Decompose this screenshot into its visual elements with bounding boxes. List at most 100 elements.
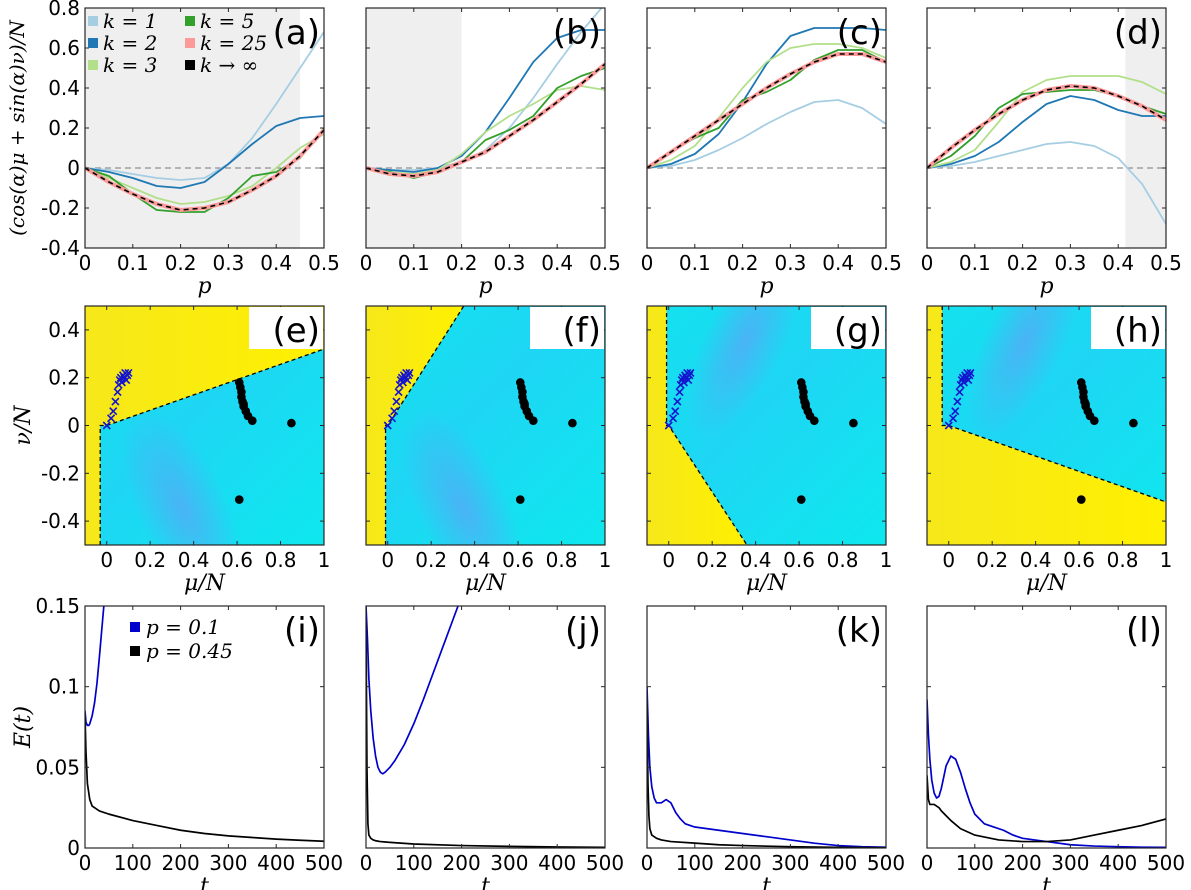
plot-area — [85, 606, 324, 843]
cross-marker — [679, 378, 689, 387]
x-tick-label: 0.6 — [1063, 548, 1095, 572]
y-tick-label: 0.4 — [48, 318, 80, 342]
x-tick-label: 0.4 — [178, 548, 210, 572]
legend-entry: p = 0.45 — [146, 639, 233, 663]
boundary-line — [99, 348, 324, 545]
x-tick-label: 100 — [114, 851, 152, 875]
panel-label-box — [530, 307, 604, 349]
series-line-0 — [927, 699, 1166, 848]
blue-glow — [120, 407, 245, 545]
cross-marker — [685, 371, 694, 380]
shaded-region — [366, 8, 462, 248]
y-tick-label: 0 — [67, 836, 80, 860]
legend-swatch — [88, 60, 98, 70]
x-tick-label: 0.5 — [308, 251, 340, 275]
cross-marker — [951, 407, 960, 416]
yellow-region — [927, 306, 1166, 545]
x-axis-label: μ/N — [746, 571, 788, 596]
cross-marker — [669, 414, 678, 423]
panel-label: (i) — [284, 611, 320, 651]
legend-swatch — [130, 646, 140, 656]
series-line-3 — [647, 49, 886, 169]
dot-marker — [1090, 416, 1099, 426]
cross-marker — [953, 397, 962, 406]
y-tick-label: -0.4 — [41, 236, 80, 260]
panel-label-box — [811, 307, 885, 349]
x-tick-label: 0.8 — [546, 548, 578, 572]
x-tick-label: 0 — [360, 251, 373, 275]
cross-marker — [959, 378, 969, 387]
x-tick-label: 300 — [1051, 851, 1089, 875]
x-axis-label: t — [481, 874, 490, 890]
cross-marker — [673, 397, 682, 406]
panel-label: (f) — [563, 311, 602, 351]
y-tick-label: 0.2 — [48, 366, 80, 390]
x-tick-label: 1 — [599, 548, 612, 572]
y-tick-label: 0 — [67, 156, 80, 180]
y-tick-label: -0.4 — [41, 509, 80, 533]
x-tick-label: 400 — [257, 851, 295, 875]
x-tick-label: 0 — [100, 548, 113, 572]
x-tick-label: 0.4 — [260, 251, 292, 275]
cross-marker — [111, 397, 120, 406]
cross-marker — [966, 368, 975, 377]
yellow-region — [366, 306, 464, 545]
panel-label: (d) — [1114, 13, 1162, 53]
x-tick-label: 200 — [724, 851, 762, 875]
series-line-4 — [647, 52, 886, 170]
y-tick-label: -0.2 — [41, 196, 80, 220]
cross-marker — [671, 407, 680, 416]
x-tick-label: 0.5 — [1150, 251, 1182, 275]
cross-marker — [117, 378, 127, 387]
x-tick-label: 0 — [79, 851, 92, 875]
series-line-0 — [366, 606, 459, 775]
series-line-5 — [647, 53, 886, 169]
plot-area — [927, 306, 1166, 545]
x-tick-label: 0 — [641, 251, 654, 275]
panel-label: (k) — [836, 611, 882, 651]
dot-marker — [529, 416, 538, 426]
dot-marker — [234, 495, 244, 504]
cross-marker — [107, 414, 116, 423]
panel-c: 0 0.1 0.2 0.3 0.4 0.5 p (c) — [641, 7, 902, 299]
boundary-line — [941, 306, 1166, 503]
x-tick-label: 0.2 — [415, 548, 447, 572]
x-tick-label: 0.8 — [1107, 548, 1139, 572]
x-axis-label: μ/N — [184, 571, 226, 596]
x-tick-label: 0 — [942, 548, 955, 572]
plot-area — [366, 606, 605, 848]
series-line-5 — [85, 129, 324, 211]
panel-label: (g) — [834, 311, 882, 351]
x-tick-label: 300 — [209, 851, 247, 875]
x-tick-label: 0 — [79, 251, 92, 275]
plot-area — [647, 27, 886, 170]
dot-marker — [287, 418, 296, 428]
cross-marker — [383, 421, 392, 430]
plot-area — [927, 8, 1166, 248]
x-tick-label: 0.3 — [1054, 251, 1086, 275]
x-tick-label: 0.2 — [134, 548, 166, 572]
x-axis-label: p — [1039, 274, 1053, 299]
plot-area — [366, 8, 605, 248]
x-axis-label: t — [762, 874, 771, 890]
series-line-1 — [85, 115, 324, 189]
y-tick-label: 0.1 — [48, 675, 80, 699]
x-tick-label: 0.5 — [870, 251, 902, 275]
panel-d: 0 0.1 0.2 0.3 0.4 0.5 p (d) — [921, 7, 1182, 299]
legend-entry: k = 25 — [200, 31, 267, 55]
x-tick-label: 1 — [880, 548, 893, 572]
x-tick-label: 0 — [641, 851, 654, 875]
y-axis-label: (cos(α)μ + sin(α)ν)/N — [5, 19, 29, 236]
x-tick-label: 0.1 — [679, 251, 711, 275]
panel-label: (e) — [273, 311, 320, 351]
x-tick-label: 0 — [381, 548, 394, 572]
yellow-region — [647, 306, 747, 545]
legend: k = 1k = 2k = 3 k = 5k = 25k → ∞ — [88, 9, 267, 77]
x-tick-label: 0.5 — [589, 251, 621, 275]
axes-frame — [646, 605, 887, 849]
x-tick-label: 0.6 — [221, 548, 253, 572]
panel-label: (a) — [273, 13, 320, 53]
dot-marker — [796, 495, 806, 504]
legend-swatch — [88, 16, 98, 26]
axes-frame — [84, 605, 325, 849]
